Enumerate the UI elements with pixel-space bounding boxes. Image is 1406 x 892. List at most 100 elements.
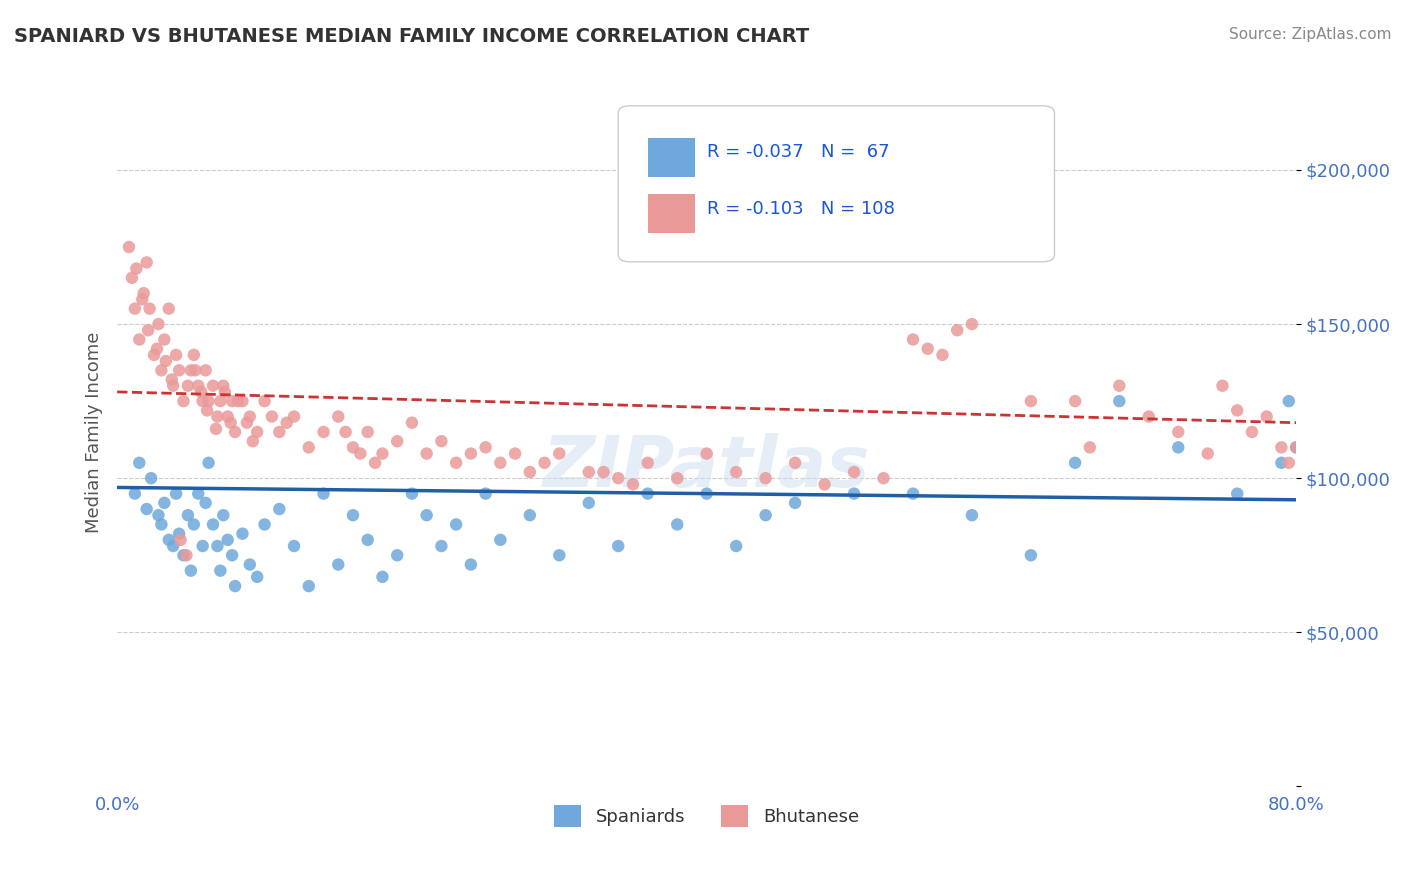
Point [148, 508, 170, 523]
Point [357, 533, 380, 547]
Point [519, 508, 541, 523]
FancyBboxPatch shape [619, 106, 1054, 261]
Point [1064, 394, 1087, 409]
Point [328, 409, 350, 424]
Point [960, 317, 983, 331]
Point [444, 456, 467, 470]
Point [209, 394, 232, 409]
Point [194, 363, 217, 377]
Text: R = -0.103   N = 108: R = -0.103 N = 108 [707, 200, 894, 218]
Legend: Spaniards, Bhutanese: Spaniards, Bhutanese [547, 797, 866, 834]
Point [725, 539, 748, 553]
Point [138, 301, 160, 316]
Text: Source: ZipAtlas.com: Source: ZipAtlas.com [1229, 27, 1392, 42]
Point [430, 539, 453, 553]
Point [177, 378, 200, 392]
Point [201, 378, 224, 392]
Point [755, 508, 778, 523]
Point [187, 486, 209, 500]
Point [124, 301, 146, 316]
Point [246, 570, 269, 584]
Text: ZIPatlas: ZIPatlas [543, 433, 870, 502]
Point [371, 570, 394, 584]
Point [946, 323, 969, 337]
Point [139, 471, 162, 485]
Point [160, 373, 183, 387]
Point [128, 333, 150, 347]
Point [519, 465, 541, 479]
Point [1108, 394, 1130, 409]
Point [219, 416, 242, 430]
Point [201, 517, 224, 532]
Point [489, 533, 512, 547]
Point [430, 434, 453, 449]
Point [1064, 456, 1087, 470]
Point [1019, 394, 1042, 409]
Point [253, 394, 276, 409]
Point [157, 301, 180, 316]
Point [755, 471, 778, 485]
Point [1285, 441, 1308, 455]
Point [132, 286, 155, 301]
Point [342, 508, 364, 523]
Point [131, 293, 153, 307]
Point [283, 539, 305, 553]
Point [401, 486, 423, 500]
Point [1256, 409, 1278, 424]
Point [162, 539, 184, 553]
Point [1240, 425, 1263, 439]
Point [1167, 425, 1189, 439]
Point [183, 517, 205, 532]
Point [239, 409, 262, 424]
Point [415, 446, 437, 460]
Text: R = -0.037   N =  67: R = -0.037 N = 67 [707, 143, 890, 161]
Point [153, 496, 176, 510]
Point [503, 446, 526, 460]
Point [194, 496, 217, 510]
Point [169, 533, 191, 547]
Point [842, 465, 865, 479]
Point [217, 533, 239, 547]
Point [231, 526, 253, 541]
Point [165, 486, 187, 500]
Point [187, 378, 209, 392]
Point [533, 456, 555, 470]
Point [1019, 549, 1042, 563]
Point [209, 564, 232, 578]
Point [195, 403, 218, 417]
Point [180, 363, 202, 377]
Point [165, 348, 187, 362]
Point [637, 456, 659, 470]
Point [224, 579, 246, 593]
Point [239, 558, 262, 572]
Point [173, 394, 195, 409]
Point [696, 446, 718, 460]
Point [725, 465, 748, 479]
Point [1137, 409, 1160, 424]
Point [328, 558, 350, 572]
Point [960, 508, 983, 523]
Point [1270, 441, 1292, 455]
Point [607, 539, 630, 553]
Point [148, 317, 170, 331]
Point [785, 456, 807, 470]
Point [269, 502, 291, 516]
Point [1285, 441, 1308, 455]
Point [125, 261, 148, 276]
Point [162, 378, 184, 392]
Point [118, 240, 141, 254]
Bar [648, 137, 695, 177]
Point [276, 416, 298, 430]
Point [1226, 403, 1249, 417]
Point [298, 441, 321, 455]
Point [666, 517, 689, 532]
Point [917, 342, 939, 356]
Point [592, 465, 614, 479]
Point [153, 333, 176, 347]
Point [128, 456, 150, 470]
Point [236, 416, 259, 430]
Point [1270, 456, 1292, 470]
Point [167, 526, 190, 541]
Point [1278, 456, 1301, 470]
Point [246, 425, 269, 439]
